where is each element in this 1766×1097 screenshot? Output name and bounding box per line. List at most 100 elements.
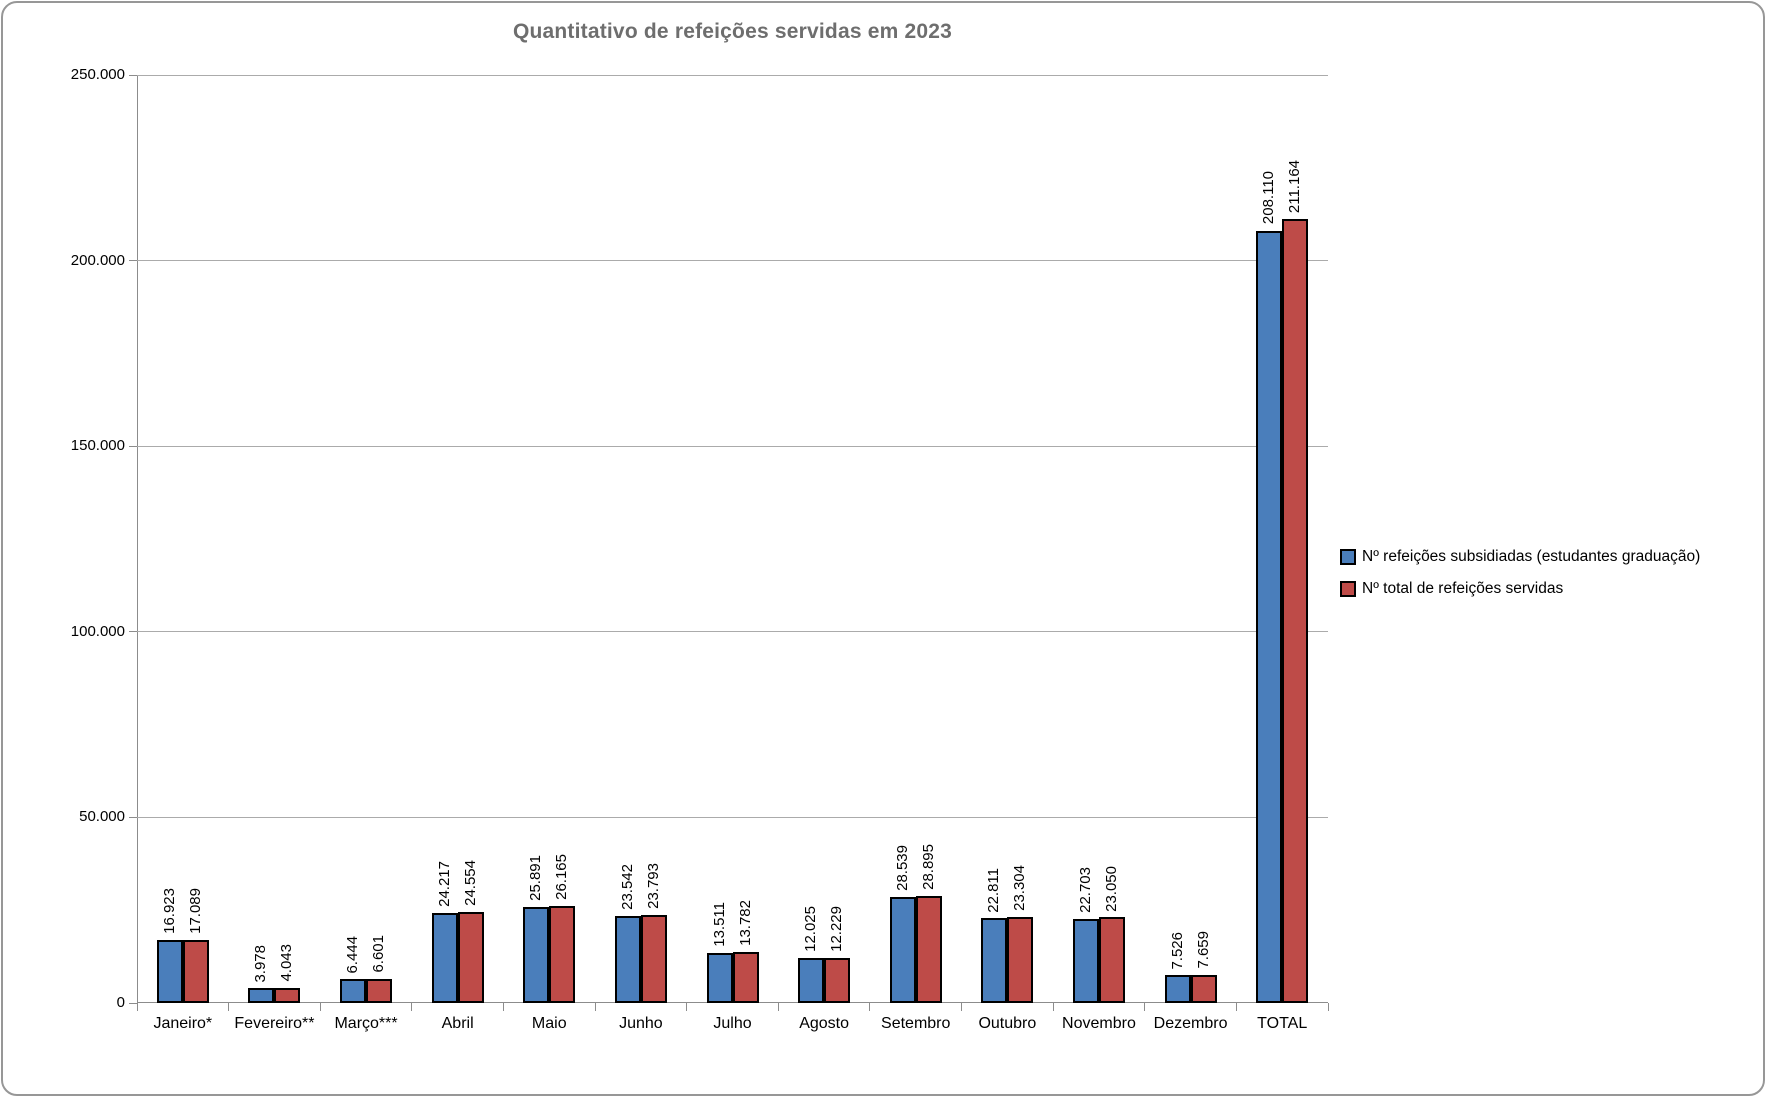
data-label: 7.659 bbox=[1194, 931, 1212, 969]
y-axis-tick-label: 200.000 bbox=[70, 251, 125, 269]
data-label: 12.025 bbox=[802, 906, 820, 953]
category-label: Janeiro* bbox=[153, 1015, 213, 1032]
category-label: TOTAL bbox=[1257, 1015, 1308, 1032]
x-axis-tick bbox=[411, 1003, 413, 1011]
legend-swatch-blue-icon bbox=[1340, 549, 1356, 565]
category-label: Fevereiro** bbox=[234, 1015, 315, 1032]
bar-subsidiadas bbox=[431, 913, 458, 1003]
bar-total bbox=[915, 895, 942, 1003]
x-axis-tick bbox=[1235, 1003, 1237, 1011]
category-label: Dezembro bbox=[1153, 1015, 1228, 1032]
bar-subsidiadas bbox=[706, 952, 733, 1003]
y-axis-tick-label: 50.000 bbox=[79, 808, 125, 826]
data-label: 23.542 bbox=[618, 863, 636, 910]
legend-label: Nº refeições subsidiadas (estudantes gra… bbox=[1362, 548, 1701, 565]
gridline bbox=[137, 74, 1328, 76]
bar-subsidiadas bbox=[614, 915, 641, 1003]
y-axis-tick bbox=[129, 631, 137, 633]
legend-swatch-red-icon bbox=[1340, 581, 1356, 597]
data-label: 12.229 bbox=[828, 905, 846, 952]
bar-subsidiadas bbox=[981, 918, 1008, 1003]
y-axis-tick-label: 100.000 bbox=[70, 622, 125, 640]
y-axis-line bbox=[137, 75, 138, 1003]
data-label: 23.050 bbox=[1102, 865, 1120, 912]
data-label: 4.043 bbox=[278, 944, 296, 982]
bar-total bbox=[1282, 219, 1309, 1003]
data-label: 22.703 bbox=[1076, 866, 1094, 913]
bar-subsidiadas bbox=[340, 979, 367, 1003]
gridline bbox=[137, 445, 1328, 447]
data-label: 211.164 bbox=[1286, 160, 1304, 214]
x-axis-tick bbox=[319, 1003, 321, 1011]
data-label: 208.110 bbox=[1260, 171, 1278, 225]
data-label: 26.165 bbox=[553, 854, 571, 900]
data-label: 13.782 bbox=[736, 899, 754, 946]
legend-label: Nº total de refeições servidas bbox=[1362, 580, 1564, 597]
x-axis-tick bbox=[228, 1003, 230, 1011]
x-axis-tick bbox=[869, 1003, 871, 1011]
data-label: 24.217 bbox=[435, 861, 453, 908]
data-label: 23.304 bbox=[1011, 864, 1029, 911]
bar-subsidiadas bbox=[1256, 230, 1283, 1003]
category-label: Maio bbox=[531, 1015, 567, 1032]
category-label: Outubro bbox=[978, 1015, 1037, 1032]
x-axis-tick bbox=[136, 1003, 138, 1011]
category-label: Setembro bbox=[881, 1015, 951, 1032]
bar-subsidiadas bbox=[889, 897, 916, 1003]
x-axis-tick bbox=[777, 1003, 779, 1011]
y-axis-tick-label: 0 bbox=[116, 994, 125, 1011]
data-label: 16.923 bbox=[160, 888, 178, 935]
category-label: Junho bbox=[619, 1015, 663, 1032]
data-label: 23.793 bbox=[644, 862, 662, 909]
bar-total bbox=[549, 905, 576, 1003]
category-label: Março*** bbox=[334, 1015, 398, 1032]
y-axis-tick bbox=[129, 445, 137, 447]
category-label: Abril bbox=[441, 1015, 474, 1032]
bar-subsidiadas bbox=[798, 958, 825, 1003]
x-axis-tick bbox=[1052, 1003, 1054, 1011]
bar-total bbox=[732, 951, 759, 1003]
x-axis-tick bbox=[1327, 1003, 1329, 1011]
data-label: 6.601 bbox=[370, 934, 388, 973]
bar-subsidiadas bbox=[523, 906, 550, 1003]
x-axis-tick bbox=[594, 1003, 596, 1011]
legend-item-subsidiadas: Nº refeições subsidiadas (estudantes gra… bbox=[1340, 548, 1700, 566]
x-axis-tick bbox=[502, 1003, 504, 1011]
bar-total bbox=[640, 914, 667, 1003]
data-label: 7.526 bbox=[1168, 931, 1186, 970]
legend: Nº refeições subsidiadas (estudantes gra… bbox=[1340, 548, 1700, 612]
y-axis-tick bbox=[129, 816, 137, 818]
data-label: 28.539 bbox=[893, 845, 911, 892]
y-axis-tick bbox=[129, 74, 137, 76]
x-axis-tick bbox=[686, 1003, 688, 1011]
bar-subsidiadas bbox=[1072, 918, 1099, 1003]
bar-total bbox=[824, 957, 851, 1003]
data-label: 24.554 bbox=[461, 859, 479, 906]
data-label: 3.978 bbox=[252, 944, 270, 983]
y-axis-tick bbox=[129, 1002, 137, 1004]
x-axis-tick bbox=[1144, 1003, 1146, 1011]
data-label: 6.444 bbox=[344, 935, 362, 974]
bar-total bbox=[182, 939, 209, 1003]
data-label: 22.811 bbox=[985, 867, 1003, 913]
bar-total bbox=[1007, 916, 1034, 1003]
x-axis-tick bbox=[961, 1003, 963, 1011]
bar-subsidiadas bbox=[156, 940, 183, 1003]
bar-total bbox=[366, 978, 393, 1003]
gridline bbox=[137, 631, 1328, 633]
plot-area: 0 50.000 100.000 150.000 200.000 250.000 Janei… bbox=[71, 66, 1329, 1032]
bar-total bbox=[1190, 974, 1217, 1003]
chart-title: Quantitativo de refeições servidas em 20… bbox=[512, 20, 953, 43]
y-axis-tick bbox=[129, 260, 137, 262]
data-label: 28.895 bbox=[919, 843, 937, 890]
gridline bbox=[137, 816, 1328, 818]
gridline bbox=[137, 260, 1328, 262]
category-label: Julho bbox=[713, 1015, 752, 1032]
bar-subsidiadas bbox=[1164, 975, 1191, 1003]
bar-total bbox=[457, 911, 484, 1003]
y-axis-tick-label: 150.000 bbox=[70, 437, 125, 455]
data-label: 13.511 bbox=[710, 902, 728, 947]
data-label: 25.891 bbox=[527, 855, 545, 901]
data-label: 17.089 bbox=[186, 887, 204, 934]
